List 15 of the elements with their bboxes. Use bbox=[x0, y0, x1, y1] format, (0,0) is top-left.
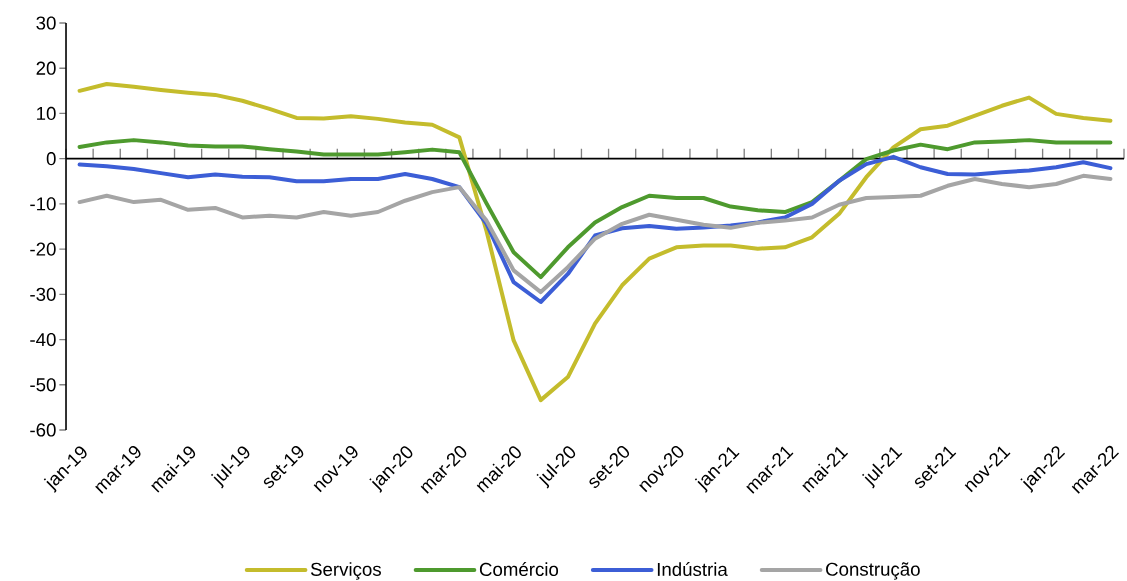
legend-label: Construção bbox=[826, 562, 920, 580]
y-tick-label: -20 bbox=[30, 242, 56, 256]
y-tick-label: -50 bbox=[30, 378, 56, 392]
y-tick-label: -60 bbox=[30, 423, 56, 437]
y-tick-label: -40 bbox=[30, 332, 56, 347]
line-series bbox=[77, 173, 1113, 295]
y-tick-label: 20 bbox=[36, 61, 56, 75]
y-tick-label: 0 bbox=[46, 152, 56, 166]
y-tick-label: 30 bbox=[36, 16, 56, 30]
legend-label: Indústria bbox=[657, 562, 728, 577]
y-tick-label: 10 bbox=[37, 106, 56, 121]
legend-label: Serviços bbox=[310, 562, 381, 580]
legend-label: Comércio bbox=[479, 562, 559, 577]
y-tick-label: -30 bbox=[30, 287, 56, 301]
y-tick-label: -10 bbox=[30, 197, 56, 211]
